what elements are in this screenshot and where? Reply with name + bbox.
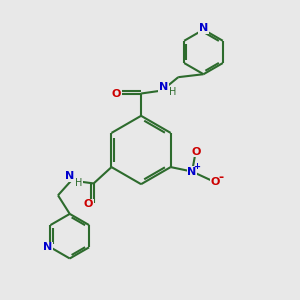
Text: O: O bbox=[84, 199, 93, 209]
Text: N: N bbox=[44, 242, 53, 252]
Text: N: N bbox=[199, 23, 208, 33]
Text: O: O bbox=[192, 147, 201, 157]
Text: +: + bbox=[193, 162, 200, 171]
Text: O: O bbox=[210, 177, 220, 187]
Text: N: N bbox=[188, 167, 197, 176]
Text: -: - bbox=[218, 171, 224, 184]
Text: H: H bbox=[75, 178, 82, 188]
Text: N: N bbox=[65, 171, 74, 181]
Text: H: H bbox=[169, 87, 176, 97]
Text: O: O bbox=[112, 88, 121, 98]
Text: N: N bbox=[159, 82, 168, 92]
